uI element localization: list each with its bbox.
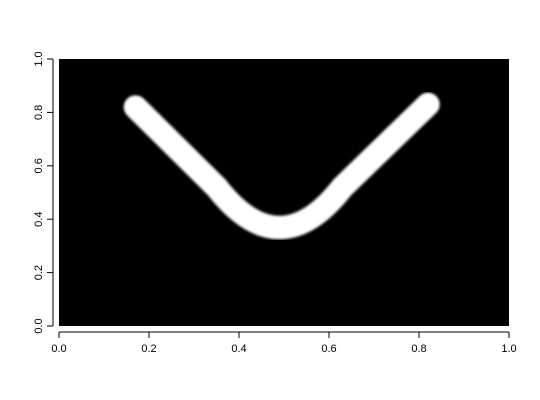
- y-tick-label: 0.0: [33, 318, 45, 333]
- y-tick-label: 0.8: [33, 105, 45, 120]
- image-background: [59, 59, 509, 326]
- x-tick-label: 0.2: [141, 343, 156, 355]
- y-axis: 0.0 0.2 0.4 0.6 0.8 1.0: [33, 51, 54, 334]
- x-tick-label: 1.0: [501, 343, 516, 355]
- x-tick-label: 0.4: [231, 343, 246, 355]
- y-tick-label: 0.2: [33, 265, 45, 280]
- x-tick-label: 0.8: [411, 343, 426, 355]
- v-stroke: [123, 92, 440, 240]
- y-tick-label: 1.0: [33, 51, 45, 66]
- y-tick-label: 0.4: [33, 212, 45, 227]
- x-tick-label: 0.0: [51, 343, 66, 355]
- y-tick-label: 0.6: [33, 158, 45, 173]
- x-axis: 0.0 0.2 0.4 0.6 0.8 1.0: [51, 331, 517, 355]
- x-tick-label: 0.6: [321, 343, 336, 355]
